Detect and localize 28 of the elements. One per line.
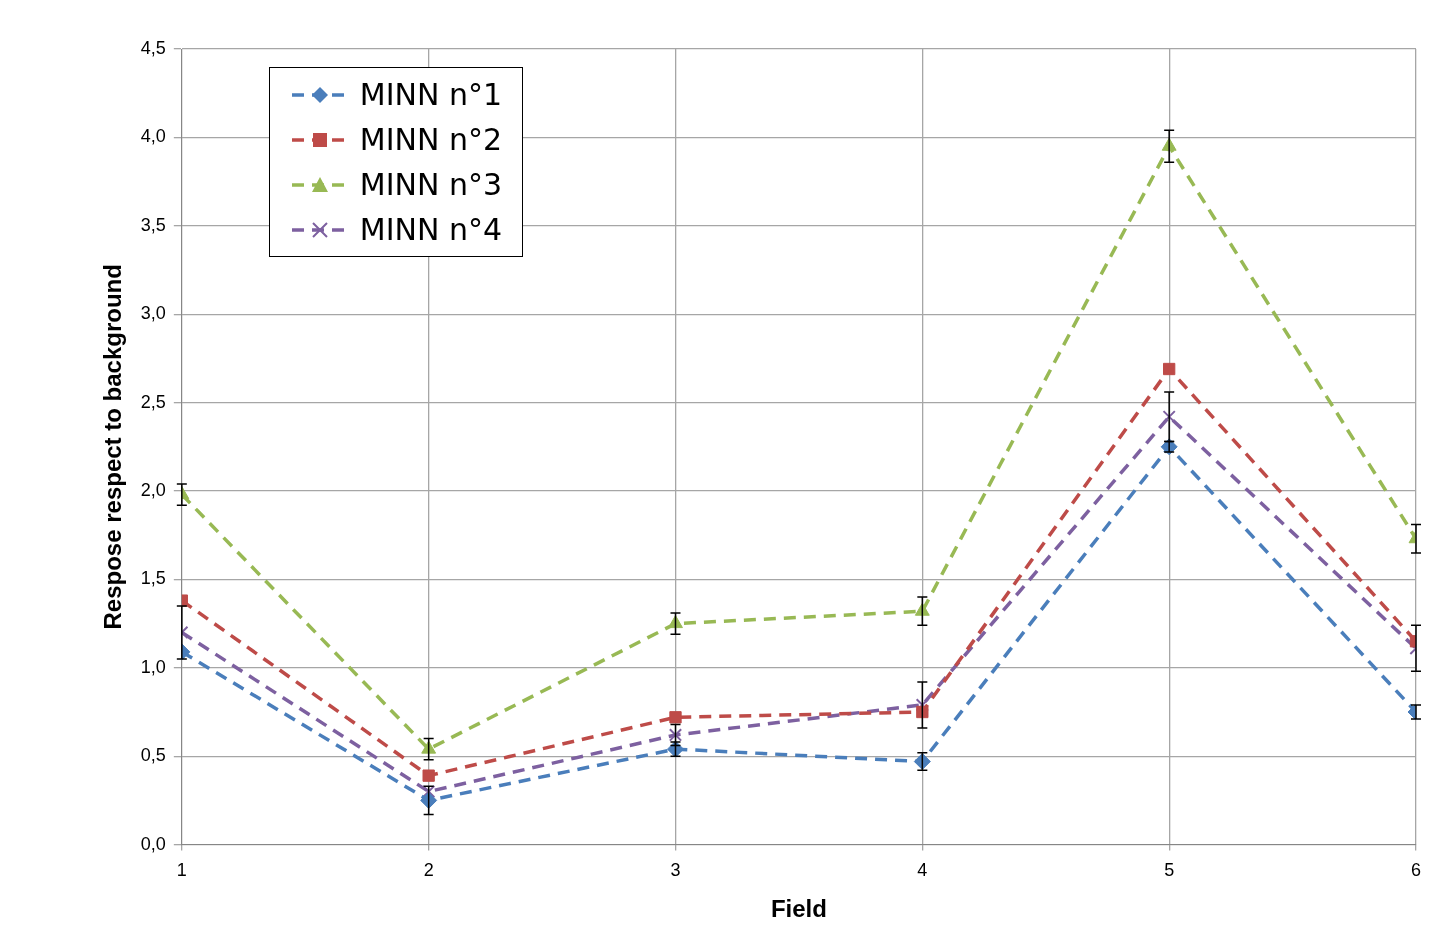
point: [668, 728, 683, 742]
x-tick-label: 6: [1410, 860, 1422, 881]
legend-label: MINN n°1: [359, 77, 503, 112]
point: [422, 784, 436, 799]
y-tick-label: 3,0: [140, 303, 166, 324]
x-tick-label: 4: [917, 860, 928, 881]
y-tick-label: 3,5: [140, 214, 166, 235]
legend-label: MINN n°3: [359, 167, 503, 202]
x-tick-label: 1: [176, 860, 187, 881]
y-tick-label: 0,0: [140, 833, 166, 854]
legend-label: MINN n°4: [359, 212, 503, 247]
y-tick-label: 4,5: [140, 37, 166, 58]
point: [1163, 362, 1176, 376]
y-tick-label: 1,0: [140, 656, 166, 677]
point: [916, 705, 929, 719]
y-tick-label: 2,0: [140, 479, 166, 500]
point: [669, 711, 682, 724]
point: [422, 769, 435, 782]
y-tick-label: 1,5: [140, 568, 166, 589]
y-tick-label: 4,0: [140, 126, 166, 147]
y-tick-label: 2,5: [140, 391, 166, 412]
legend-label: MINN n°2: [359, 122, 503, 157]
y-axis-title: Respose respect to background: [99, 264, 127, 630]
x-tick-label: 5: [1164, 860, 1175, 881]
x-axis-title: Field: [770, 895, 827, 923]
y-tick-label: 0,5: [140, 745, 166, 766]
x-tick-label: 2: [423, 860, 434, 881]
x-tick-label: 3: [670, 860, 681, 881]
